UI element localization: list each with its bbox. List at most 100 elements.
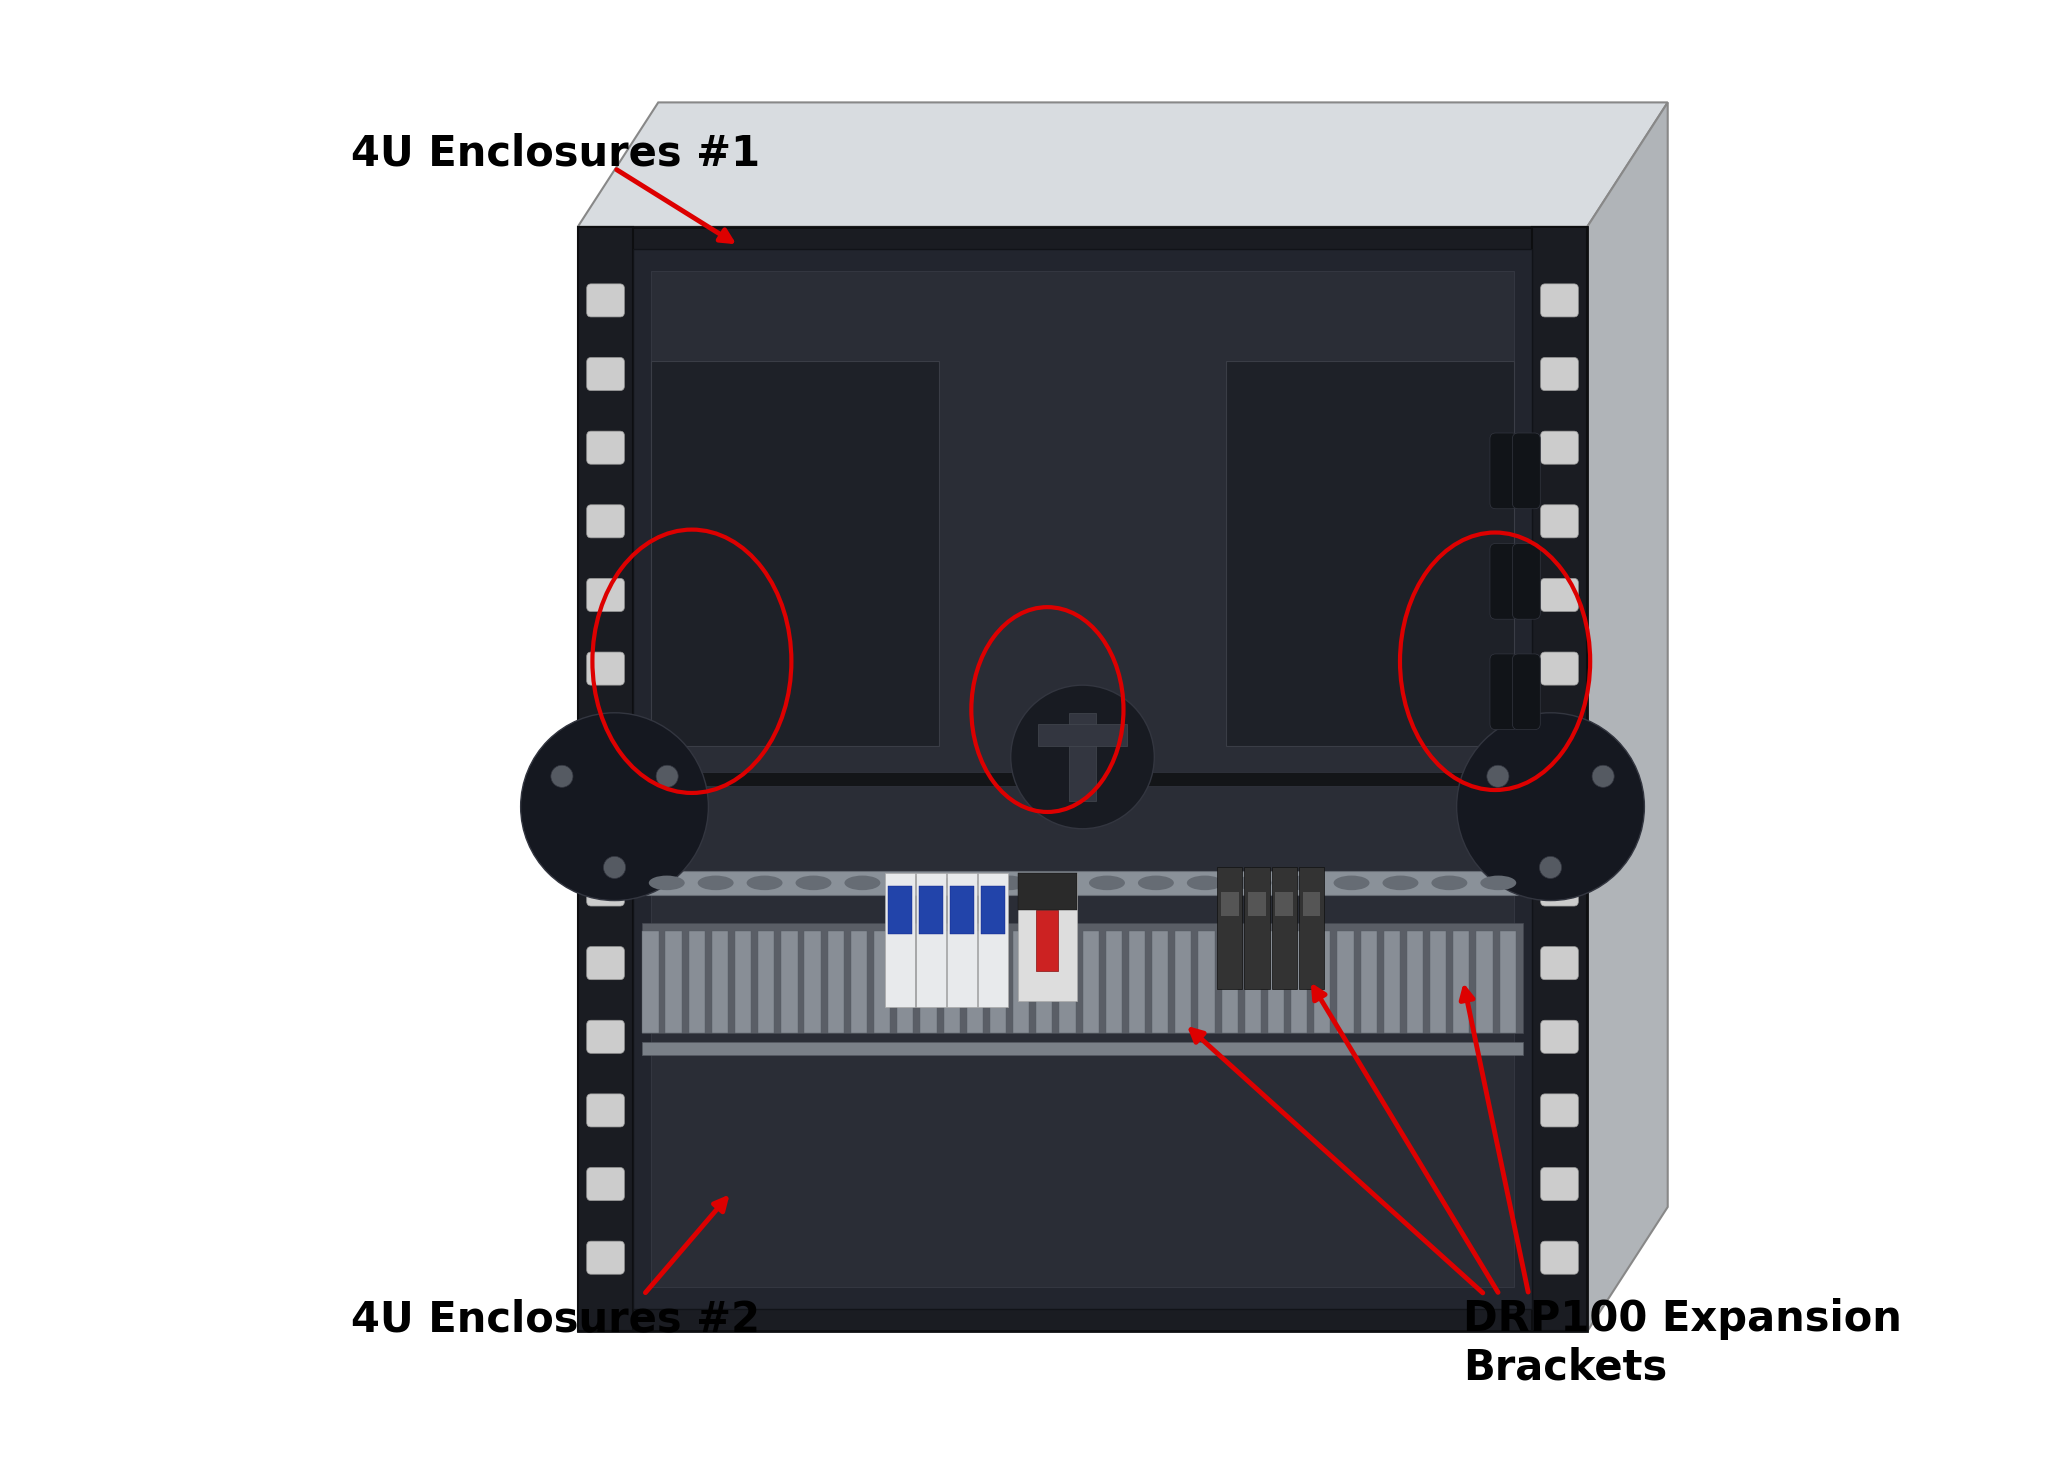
Circle shape [1487, 765, 1509, 787]
Bar [643, 870, 1524, 895]
Circle shape [604, 856, 625, 878]
FancyBboxPatch shape [1540, 357, 1579, 391]
Bar [688, 932, 705, 1033]
Bar [827, 932, 844, 1033]
Bar [1276, 892, 1292, 916]
Bar [1315, 932, 1331, 1033]
Bar [1360, 932, 1376, 1033]
Bar [633, 772, 1532, 786]
FancyBboxPatch shape [586, 1094, 625, 1127]
Bar [989, 932, 1006, 1033]
Bar [850, 932, 866, 1033]
Circle shape [1456, 712, 1645, 901]
Bar [578, 227, 1587, 1331]
FancyBboxPatch shape [1540, 947, 1579, 980]
Bar [874, 932, 891, 1033]
Ellipse shape [1382, 875, 1419, 890]
Bar [1245, 868, 1270, 989]
Bar [1128, 932, 1145, 1033]
Bar [1247, 892, 1266, 916]
Bar [1083, 932, 1098, 1033]
Ellipse shape [942, 875, 979, 890]
FancyBboxPatch shape [1540, 284, 1579, 317]
Ellipse shape [795, 875, 831, 890]
Text: DRP100 Expansion
Brackets: DRP100 Expansion Brackets [1462, 1298, 1903, 1388]
Bar [666, 932, 682, 1033]
Bar [1499, 932, 1516, 1033]
Bar [920, 932, 936, 1033]
FancyBboxPatch shape [1511, 543, 1540, 619]
Ellipse shape [991, 875, 1028, 890]
FancyBboxPatch shape [1227, 361, 1513, 746]
Ellipse shape [649, 875, 684, 890]
FancyBboxPatch shape [586, 1241, 625, 1274]
Bar [885, 873, 915, 1007]
FancyBboxPatch shape [1491, 433, 1518, 509]
FancyBboxPatch shape [1511, 654, 1540, 730]
Bar [1384, 932, 1401, 1033]
Bar [1018, 873, 1077, 1001]
Bar [1018, 873, 1077, 910]
Bar [1059, 932, 1075, 1033]
Circle shape [1540, 856, 1561, 878]
Ellipse shape [748, 875, 782, 890]
FancyBboxPatch shape [586, 357, 625, 391]
Bar [643, 923, 1524, 1033]
FancyBboxPatch shape [586, 432, 625, 464]
Bar [735, 932, 752, 1033]
Bar [1337, 932, 1354, 1033]
FancyBboxPatch shape [1540, 873, 1579, 906]
FancyBboxPatch shape [1540, 1094, 1579, 1127]
Polygon shape [1587, 102, 1667, 1331]
Bar [805, 932, 821, 1033]
Bar [780, 932, 797, 1033]
Bar [1268, 932, 1284, 1033]
Bar [643, 932, 659, 1033]
Bar [1454, 932, 1470, 1033]
FancyBboxPatch shape [1540, 1167, 1579, 1201]
Ellipse shape [1235, 875, 1272, 890]
Ellipse shape [1481, 875, 1516, 890]
FancyBboxPatch shape [586, 652, 625, 685]
FancyBboxPatch shape [1491, 654, 1518, 730]
Bar [889, 885, 911, 935]
Bar [1303, 892, 1321, 916]
Bar [1069, 712, 1096, 802]
Ellipse shape [893, 875, 930, 890]
FancyBboxPatch shape [586, 578, 625, 612]
Ellipse shape [1139, 875, 1174, 890]
Bar [1272, 868, 1296, 989]
Ellipse shape [1333, 875, 1370, 890]
Bar [1532, 227, 1587, 1331]
Circle shape [520, 712, 709, 901]
FancyBboxPatch shape [586, 284, 625, 317]
Bar [633, 249, 1532, 1309]
Bar [758, 932, 774, 1033]
FancyBboxPatch shape [1511, 433, 1540, 509]
Bar [967, 932, 983, 1033]
Text: 4U Enclosures #2: 4U Enclosures #2 [350, 1299, 760, 1340]
Bar [981, 885, 1006, 935]
FancyBboxPatch shape [586, 873, 625, 906]
Bar [897, 932, 913, 1033]
Ellipse shape [844, 875, 881, 890]
Circle shape [1012, 685, 1155, 828]
Ellipse shape [1040, 875, 1075, 890]
Bar [950, 885, 973, 935]
Text: 4U Enclosures #1: 4U Enclosures #1 [350, 133, 760, 174]
Bar [1038, 724, 1126, 746]
FancyBboxPatch shape [586, 1020, 625, 1053]
FancyBboxPatch shape [1540, 726, 1579, 759]
Ellipse shape [1432, 875, 1466, 890]
Bar [1477, 932, 1493, 1033]
FancyBboxPatch shape [1540, 505, 1579, 538]
Bar [713, 932, 727, 1033]
Polygon shape [578, 102, 1667, 227]
Bar [920, 885, 942, 935]
Circle shape [551, 765, 573, 787]
FancyBboxPatch shape [586, 947, 625, 980]
Bar [1221, 932, 1237, 1033]
Bar [1221, 892, 1239, 916]
Bar [1036, 910, 1059, 970]
FancyBboxPatch shape [1540, 578, 1579, 612]
